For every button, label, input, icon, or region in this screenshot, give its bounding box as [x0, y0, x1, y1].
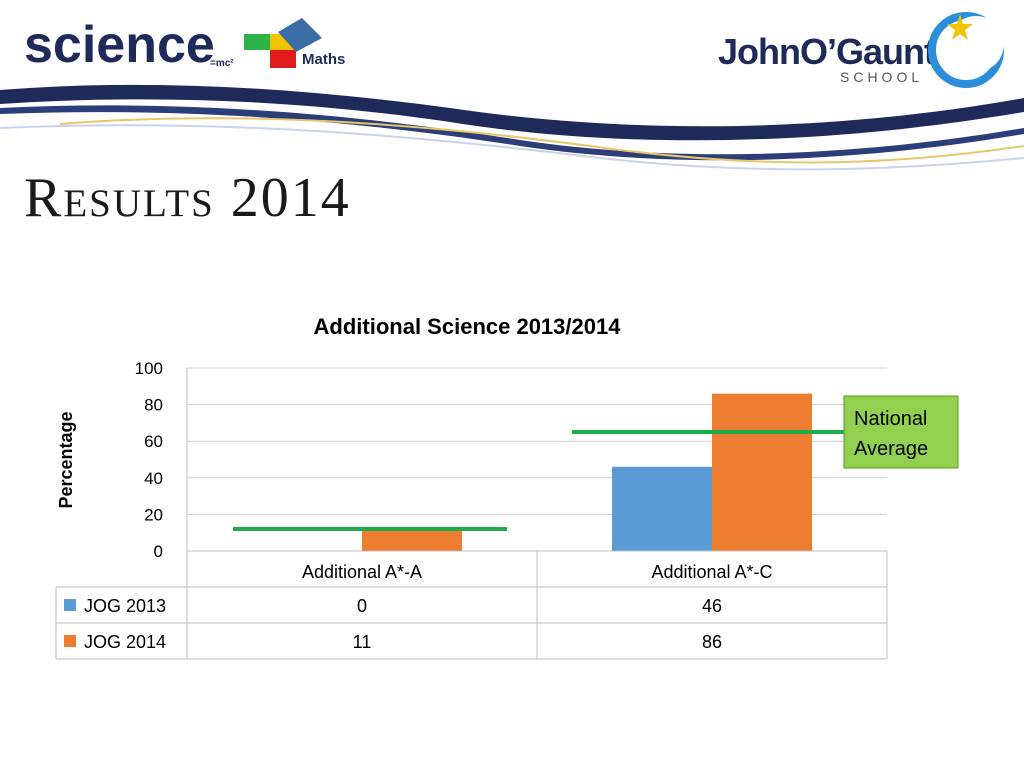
school-name: JohnO’Gaunt: [718, 31, 936, 72]
bar: [362, 530, 462, 551]
slide-title: Results 2014: [24, 167, 351, 229]
school-logo: JohnO’Gaunt SCHOOL: [718, 12, 1004, 88]
x-tick-label: Additional A*-C: [651, 562, 772, 582]
bar: [612, 466, 712, 551]
science-logo: science =mc²: [24, 16, 234, 72]
bar: [712, 393, 812, 551]
callout-label: National: [854, 408, 927, 430]
callout-label: Average: [854, 438, 928, 460]
y-tick-label: 100: [135, 359, 163, 378]
table-cell-value: 86: [702, 632, 722, 652]
legend-swatch: [64, 635, 76, 647]
y-tick-label: 80: [144, 396, 163, 415]
x-tick-label: Additional A*-A: [302, 562, 422, 582]
table-cell-value: 11: [353, 632, 372, 652]
legend-label: JOG 2014: [84, 632, 166, 652]
table-cell-value: 0: [357, 596, 367, 616]
maths-logo: Maths: [244, 18, 345, 68]
school-sub: SCHOOL: [840, 69, 923, 85]
y-tick-label: 20: [144, 505, 163, 524]
national-average-callout: [843, 395, 959, 469]
star-icon: [947, 14, 973, 40]
y-tick-label: 40: [144, 469, 163, 488]
maths-blue-diamond: [278, 18, 322, 52]
maths-logo-text: Maths: [302, 51, 345, 68]
y-tick-label: 60: [144, 432, 163, 451]
y-tick-label: 0: [154, 542, 163, 561]
legend-label: JOG 2013: [84, 596, 166, 616]
chart-title: Additional Science 2013/2014: [314, 314, 622, 339]
table-cell-value: 46: [702, 596, 722, 616]
legend-swatch: [64, 599, 76, 611]
science-logo-suffix: =mc²: [210, 58, 234, 69]
y-axis-label: Percentage: [56, 411, 76, 508]
header-swoosh: [0, 84, 1024, 171]
maths-green-block: [244, 34, 270, 50]
chart: Additional Science 2013/2014 0 20 40 60 80 100…: [55, 314, 959, 660]
maths-red-block: [270, 50, 296, 68]
science-logo-text: science: [24, 16, 215, 72]
